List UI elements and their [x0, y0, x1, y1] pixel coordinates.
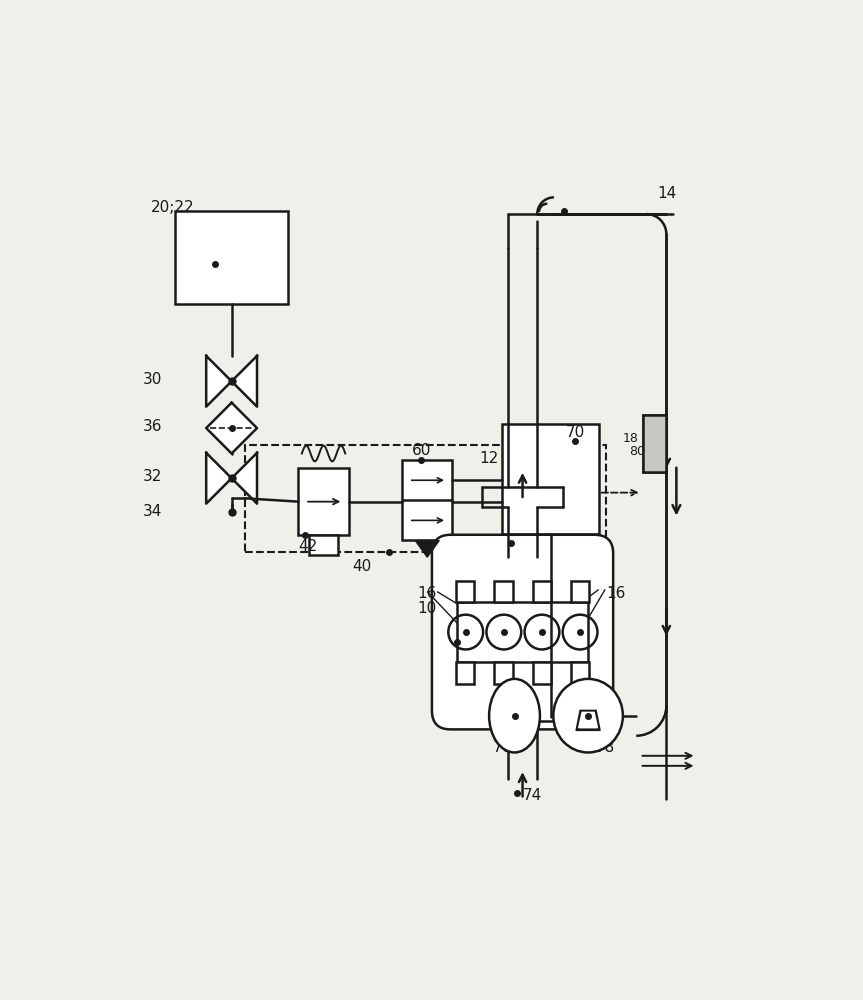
Text: 14: 14: [658, 186, 677, 201]
Bar: [299, 468, 349, 535]
Text: 20;22: 20;22: [151, 200, 195, 215]
Bar: [502, 424, 600, 534]
Bar: [532, 581, 551, 602]
Text: 16: 16: [417, 586, 437, 601]
Text: 12: 12: [480, 451, 499, 466]
Polygon shape: [579, 712, 597, 728]
Bar: [643, 415, 666, 472]
Text: 80: 80: [629, 445, 646, 458]
Text: 78: 78: [596, 740, 615, 755]
Text: 74: 74: [523, 788, 542, 803]
Bar: [309, 535, 338, 555]
FancyBboxPatch shape: [432, 535, 614, 729]
Bar: [457, 662, 475, 684]
Text: 36: 36: [142, 419, 162, 434]
Bar: [570, 581, 589, 602]
Text: 70: 70: [566, 425, 585, 440]
Ellipse shape: [489, 679, 540, 752]
Bar: [402, 460, 452, 540]
Bar: [174, 211, 288, 304]
Bar: [457, 602, 588, 662]
Bar: [570, 662, 589, 684]
Polygon shape: [415, 540, 439, 557]
Text: 16: 16: [606, 586, 626, 601]
Bar: [457, 581, 475, 602]
Polygon shape: [231, 356, 257, 407]
Bar: [494, 581, 513, 602]
Bar: [532, 662, 551, 684]
Polygon shape: [206, 453, 231, 504]
Text: 76: 76: [493, 740, 512, 755]
Bar: [245, 445, 606, 552]
Text: 42: 42: [299, 539, 318, 554]
Text: 40: 40: [352, 559, 371, 574]
Text: 32: 32: [142, 469, 162, 484]
Polygon shape: [231, 453, 257, 504]
Bar: [643, 415, 666, 472]
Text: 10: 10: [417, 601, 436, 616]
Polygon shape: [206, 403, 257, 454]
Polygon shape: [576, 710, 600, 730]
Polygon shape: [206, 356, 231, 407]
Text: 34: 34: [142, 504, 162, 519]
Text: 30: 30: [142, 372, 162, 387]
Text: 18: 18: [623, 432, 639, 445]
Ellipse shape: [553, 679, 623, 752]
Bar: [494, 662, 513, 684]
Text: 60: 60: [413, 443, 432, 458]
